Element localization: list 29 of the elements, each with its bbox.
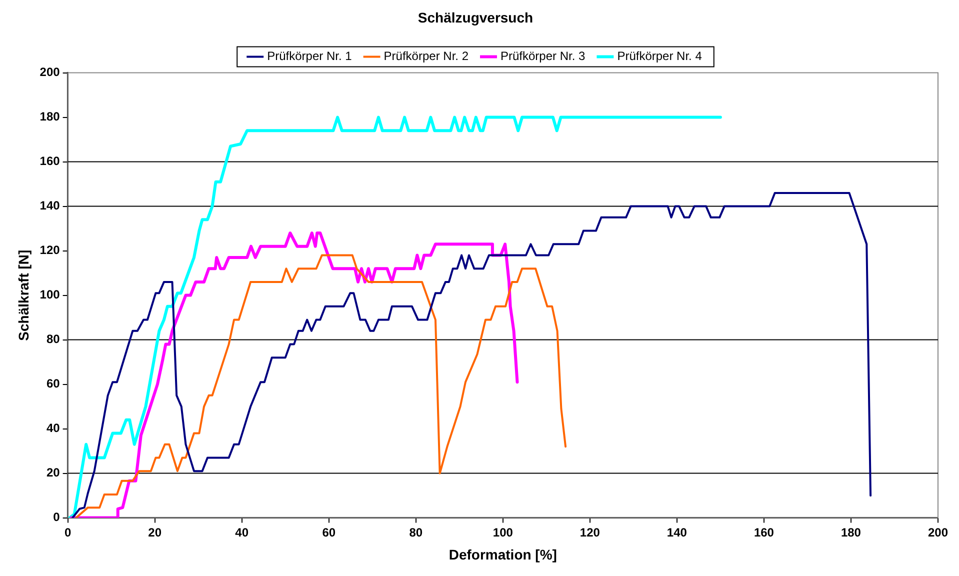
y-tick-label: 120: [40, 243, 60, 258]
x-tick-label: 80: [409, 525, 423, 540]
x-tick-label: 100: [492, 525, 514, 540]
y-tick-label: 180: [40, 110, 60, 124]
y-tick-label: 60: [46, 376, 60, 391]
y-tick-label: 100: [40, 288, 60, 302]
y-tick-label: 200: [40, 65, 60, 80]
legend-label: Prüfkörper Nr. 4: [617, 49, 702, 64]
y-tick-label: 0: [53, 510, 60, 524]
x-tick-label: 20: [148, 525, 162, 540]
legend-label: Prüfkörper Nr. 2: [384, 49, 469, 64]
x-tick-label: 180: [840, 525, 862, 540]
x-tick-label: 120: [580, 525, 600, 540]
y-tick-label: 160: [40, 154, 60, 168]
x-tick-label: 160: [754, 525, 774, 540]
x-tick-label: 140: [666, 525, 688, 540]
legend-label: Prüfkörper Nr. 3: [500, 49, 586, 64]
x-tick-label: 0: [64, 525, 72, 540]
y-tick-label: 140: [40, 198, 60, 213]
y-tick-label: 80: [46, 332, 60, 346]
legend-label: Prüfkörper Nr. 1: [267, 49, 352, 64]
x-axis-title: Deformation [%]: [448, 546, 557, 562]
chart-title: Schälzugversuch: [418, 9, 534, 26]
y-axis-title: Schälkraft [N]: [15, 250, 32, 341]
x-tick-label: 200: [928, 525, 948, 540]
y-tick-label: 20: [46, 466, 60, 480]
y-tick-label: 40: [46, 421, 60, 436]
x-tick-label: 40: [235, 525, 249, 540]
x-tick-label: 60: [322, 525, 336, 540]
